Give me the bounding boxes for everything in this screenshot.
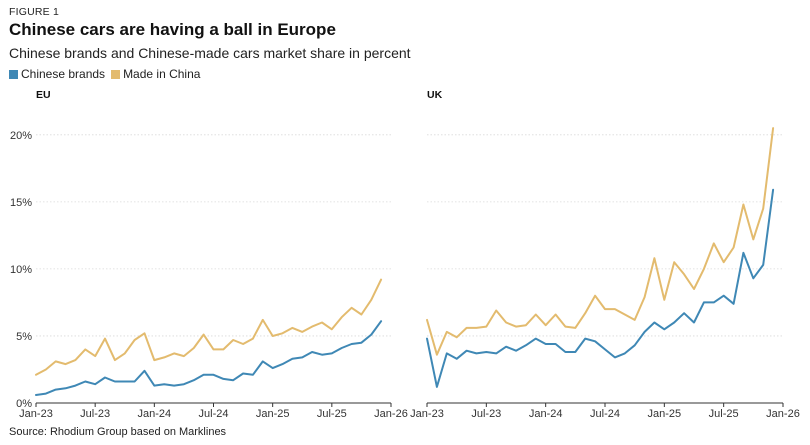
x-tick-label: Jan-24 [529,408,563,420]
series-line-eu-chinese-brands [35,320,383,396]
legend-item-made-in-china: Made in China [111,67,200,81]
source-note: Source: Rhodium Group based on Marklines [9,426,227,438]
x-tick-label: Jul-24 [590,408,620,420]
legend-label-chinese-brands: Chinese brands [21,67,106,81]
legend-swatch-made-in-china [111,69,121,79]
series-line-eu-made-in-china [35,278,383,376]
x-tick-label: Jul-23 [80,408,110,420]
panel-title-eu: EU [36,89,51,101]
panel-title-uk: UK [427,89,443,101]
series-line-uk-chinese-brands [426,188,775,388]
y-tick-label: 0% [16,398,32,410]
y-tick-label: 15% [10,197,32,209]
figure-label: FIGURE 1 [9,6,60,18]
x-tick-label: Jan-25 [256,408,290,420]
y-tick-label: 5% [16,331,32,343]
legend-label-made-in-china: Made in China [123,67,201,81]
x-tick-label: Jan-26 [374,408,408,420]
x-tick-label: Jul-25 [317,408,347,420]
x-tick-label: Jan-23 [19,408,53,420]
legend: Chinese brands Made in China [9,67,206,81]
x-tick-label: Jan-26 [766,408,800,420]
x-tick-label: Jul-25 [709,408,739,420]
series-line-uk-made-in-china [426,127,775,356]
y-tick-label: 10% [10,264,32,276]
chart-title: Chinese cars are having a ball in Europe [9,20,336,39]
legend-item-chinese-brands: Chinese brands [9,67,105,81]
x-tick-label: Jul-23 [471,408,501,420]
x-tick-label: Jan-23 [410,408,444,420]
x-tick-label: Jul-24 [199,408,229,420]
x-tick-label: Jan-25 [648,408,682,420]
chart-subtitle: Chinese brands and Chinese-made cars mar… [9,45,411,61]
x-tick-label: Jan-24 [138,408,172,420]
legend-swatch-chinese-brands [9,69,18,79]
y-tick-label: 20% [10,130,32,142]
